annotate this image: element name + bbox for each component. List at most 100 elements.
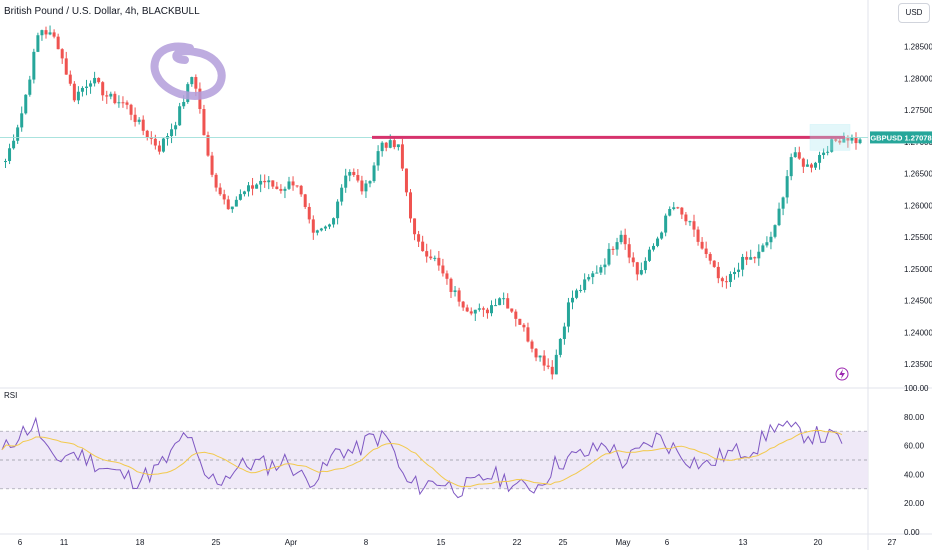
candle-body xyxy=(182,101,186,107)
candle-body xyxy=(340,187,344,202)
candle-body xyxy=(12,140,16,149)
price-tick-label: 1.25500 xyxy=(904,233,932,242)
highlight-box xyxy=(809,124,851,151)
candle-body xyxy=(595,272,599,274)
candle-body xyxy=(522,324,526,328)
candle-body xyxy=(688,221,692,223)
candle-body xyxy=(579,289,583,291)
candle-body xyxy=(793,152,797,158)
candle-body xyxy=(534,348,538,358)
rsi-tick-label: 100.00 xyxy=(904,384,929,393)
rsi-tick-label: 20.00 xyxy=(904,499,925,508)
candle-body xyxy=(562,326,566,339)
candle-body xyxy=(652,245,655,250)
candle-body xyxy=(429,256,433,259)
candle-body xyxy=(485,309,489,314)
lightning-icon xyxy=(835,367,849,381)
candle-body xyxy=(263,180,267,183)
candle-body xyxy=(611,248,615,250)
candle-body xyxy=(781,197,785,209)
price-tick-label: 1.24000 xyxy=(904,328,932,337)
candle-body xyxy=(583,279,587,290)
candle-body xyxy=(133,114,137,122)
candle-body xyxy=(222,194,226,200)
price-tick-label: 1.28500 xyxy=(904,43,932,52)
candle-body xyxy=(352,171,356,176)
candle-body xyxy=(376,151,380,166)
candle-body xyxy=(421,241,425,252)
last-price-tag xyxy=(870,131,932,144)
candle-body xyxy=(749,257,753,260)
candle-body xyxy=(52,32,56,37)
candle-body xyxy=(753,257,757,259)
candle-body xyxy=(291,181,295,186)
candle-body xyxy=(627,244,631,258)
candle-body xyxy=(409,192,412,219)
candle-body xyxy=(700,241,704,249)
candle-body xyxy=(469,311,473,314)
candle-body xyxy=(571,297,574,303)
candle-body xyxy=(360,180,364,192)
rsi-tick-label: 0.00 xyxy=(904,528,920,537)
candle-body xyxy=(214,174,218,188)
candle-body xyxy=(97,77,101,83)
price-tick-label: 1.25000 xyxy=(904,265,932,274)
candle-body xyxy=(789,157,793,177)
candle-body xyxy=(506,298,510,309)
candle-body xyxy=(303,194,307,207)
candle-body xyxy=(153,138,157,146)
candle-body xyxy=(161,138,165,152)
candle-body xyxy=(28,79,32,95)
candle-body xyxy=(720,278,724,282)
candle-body xyxy=(850,137,854,141)
candle-body xyxy=(238,194,242,200)
candle-body xyxy=(425,251,429,257)
candle-body xyxy=(724,281,728,283)
candle-body xyxy=(494,305,498,307)
candle-body xyxy=(307,206,311,220)
candle-body xyxy=(741,256,745,270)
candle-body xyxy=(344,175,348,188)
candle-body xyxy=(279,188,283,191)
price-tick-label: 1.23500 xyxy=(904,360,932,369)
candle-body xyxy=(801,158,805,167)
candle-body xyxy=(80,87,84,92)
candle-body xyxy=(477,308,481,310)
candle-body xyxy=(554,354,558,375)
candle-body xyxy=(388,140,392,148)
candle-body xyxy=(619,234,623,243)
candle-body xyxy=(858,139,862,144)
candle-body xyxy=(117,102,121,104)
candle-body xyxy=(433,257,437,259)
candle-body xyxy=(384,142,388,148)
candle-body xyxy=(684,214,688,222)
candle-body xyxy=(453,290,457,292)
candle-body xyxy=(44,30,48,35)
currency-button[interactable]: USD xyxy=(898,3,930,23)
candle-body xyxy=(400,144,404,169)
time-tick-label: 13 xyxy=(739,538,748,547)
candle-body xyxy=(368,181,372,184)
candle-body xyxy=(737,269,741,272)
candle-body xyxy=(728,274,732,283)
candle-body xyxy=(490,305,493,314)
candle-body xyxy=(392,140,396,148)
time-tick-label: 15 xyxy=(437,538,446,547)
last-price-tag-label: GBPUSD 1.27078 xyxy=(870,133,931,142)
candle-body xyxy=(550,366,554,375)
candle-body xyxy=(465,307,469,312)
candle-body xyxy=(48,32,52,35)
candle-body xyxy=(109,93,113,97)
candle-body xyxy=(323,226,327,229)
candle-body xyxy=(24,94,28,114)
candle-body xyxy=(822,152,826,155)
candle-body xyxy=(101,82,105,96)
candle-body xyxy=(56,36,60,50)
candle-body xyxy=(457,290,461,302)
candle-body xyxy=(615,242,619,250)
price-tick-label: 1.26000 xyxy=(904,201,932,210)
candle-body xyxy=(676,207,680,209)
candle-body xyxy=(4,161,7,163)
rsi-line xyxy=(1,416,843,499)
